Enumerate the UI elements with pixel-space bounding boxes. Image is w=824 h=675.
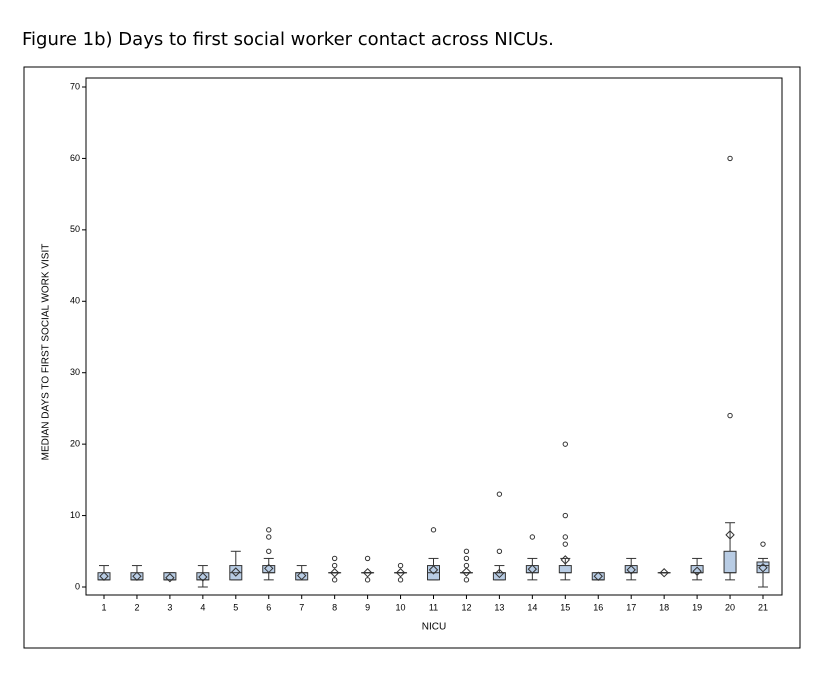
x-tick-label: 9 <box>365 602 370 612</box>
mean-marker <box>362 568 373 578</box>
mean-marker <box>626 565 636 575</box>
y-tick-label: 40 <box>70 296 80 306</box>
outlier <box>430 527 437 533</box>
mean-marker <box>132 571 142 581</box>
x-tick-label: 18 <box>659 602 669 612</box>
mean-marker <box>296 570 307 581</box>
x-tick-label: 8 <box>332 602 337 612</box>
x-tick-label: 12 <box>461 602 471 612</box>
mean-marker <box>461 567 472 577</box>
chart-title: Figure 1b) Days to first social worker c… <box>22 29 554 50</box>
mean-marker <box>725 530 735 540</box>
outlier <box>496 491 503 497</box>
mean-marker <box>692 566 702 576</box>
x-tick-label: 3 <box>167 602 172 612</box>
outlier <box>331 577 338 583</box>
outlier <box>364 577 371 583</box>
x-tick-label: 20 <box>725 602 735 612</box>
box <box>196 572 210 581</box>
x-tick-label: 19 <box>692 602 702 612</box>
outlier <box>397 562 404 569</box>
mean-marker <box>329 568 340 578</box>
mean-marker <box>231 567 241 577</box>
box <box>723 550 737 574</box>
outlier <box>727 155 733 162</box>
y-tick-label: 50 <box>70 224 80 234</box>
y-tick-label: 30 <box>70 367 80 377</box>
outlier <box>331 562 338 569</box>
x-axis-label: NICU <box>422 622 446 633</box>
mean-marker <box>494 568 505 579</box>
outlier <box>364 555 371 562</box>
x-tick-label: 7 <box>299 602 304 612</box>
outlier <box>463 555 470 562</box>
box <box>262 565 276 574</box>
mean-marker <box>198 572 208 582</box>
x-tick-label: 21 <box>758 602 768 612</box>
x-tick-label: 2 <box>134 602 139 612</box>
mean-marker <box>165 573 175 583</box>
mean-marker <box>659 568 669 578</box>
outlier <box>562 534 568 540</box>
x-tick-label: 10 <box>396 602 406 612</box>
x-tick-label: 11 <box>429 602 438 612</box>
outlier <box>397 577 404 583</box>
outlier <box>266 548 272 554</box>
outlier <box>562 541 568 547</box>
mean-marker <box>560 555 571 565</box>
y-tick-label: 0 <box>75 581 80 591</box>
outlier <box>463 548 470 554</box>
y-tick-label: 20 <box>70 439 80 449</box>
y-tick-label: 70 <box>70 81 80 91</box>
box <box>295 572 309 581</box>
mean-marker <box>395 568 406 578</box>
outlier <box>529 534 536 540</box>
mean-marker <box>99 571 109 581</box>
mean-marker <box>593 571 603 581</box>
chart-frame <box>23 66 801 649</box>
box <box>756 561 770 574</box>
outlier <box>760 541 766 547</box>
x-tick-label: 15 <box>560 602 570 612</box>
mean-marker <box>264 563 274 574</box>
x-tick-label: 16 <box>593 602 603 612</box>
x-tick-label: 6 <box>266 602 271 612</box>
box <box>624 565 638 574</box>
mean-marker <box>758 563 768 573</box>
outlier <box>266 534 272 540</box>
outlier <box>463 562 470 569</box>
x-tick-label: 4 <box>200 602 205 612</box>
x-tick-label: 13 <box>494 602 504 612</box>
outlier <box>463 577 470 583</box>
outlier <box>331 555 338 562</box>
y-tick-label: 10 <box>70 510 80 520</box>
box <box>558 565 572 574</box>
y-tick-label: 60 <box>70 153 80 163</box>
x-tick-label: 14 <box>527 602 537 612</box>
outlier <box>496 548 503 554</box>
x-tick-label: 1 <box>101 602 106 612</box>
outlier <box>562 441 568 447</box>
x-tick-label: 5 <box>233 602 238 612</box>
outlier <box>266 527 272 533</box>
outlier <box>562 512 568 519</box>
outlier <box>727 412 733 419</box>
y-axis-label: MEDIAN DAYS TO FIRST SOCIAL WORK VISIT <box>41 244 52 461</box>
mean-marker <box>527 564 538 574</box>
plot-frame <box>85 77 783 596</box>
mean-marker <box>428 565 439 575</box>
x-tick-label: 17 <box>626 602 636 612</box>
